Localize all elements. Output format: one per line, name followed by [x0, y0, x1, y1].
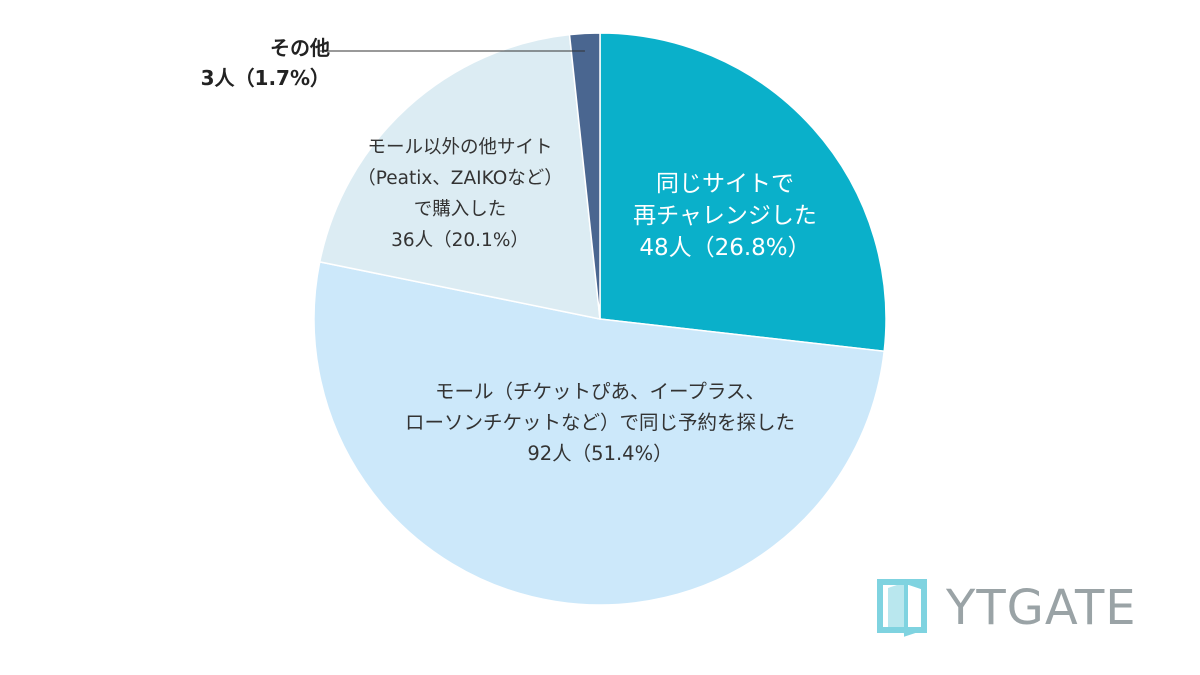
slice-label-mall: モール（チケットぴあ、イープラス、 ローソンチケットなど）で同じ予約を探した 9…	[404, 380, 795, 465]
ytgate-logo: YTGATE	[876, 578, 1166, 638]
slice-mall	[313, 260, 886, 606]
gate-icon	[877, 579, 927, 637]
slice-other	[568, 32, 601, 320]
slice-same-site	[599, 32, 887, 353]
logo-text: YTGATE	[946, 580, 1137, 636]
slice-label-same-site: 同じサイトで 再チャレンジした 48人（26.8%）	[633, 171, 817, 261]
slice-label-other: その他 3人（1.7%）	[200, 36, 330, 90]
pie-slices	[313, 32, 887, 606]
slice-other-site	[318, 33, 601, 320]
slice-label-other-site: モール以外の他サイト （Peatix、ZAIKOなど） で購入した 36人（20…	[357, 137, 563, 251]
